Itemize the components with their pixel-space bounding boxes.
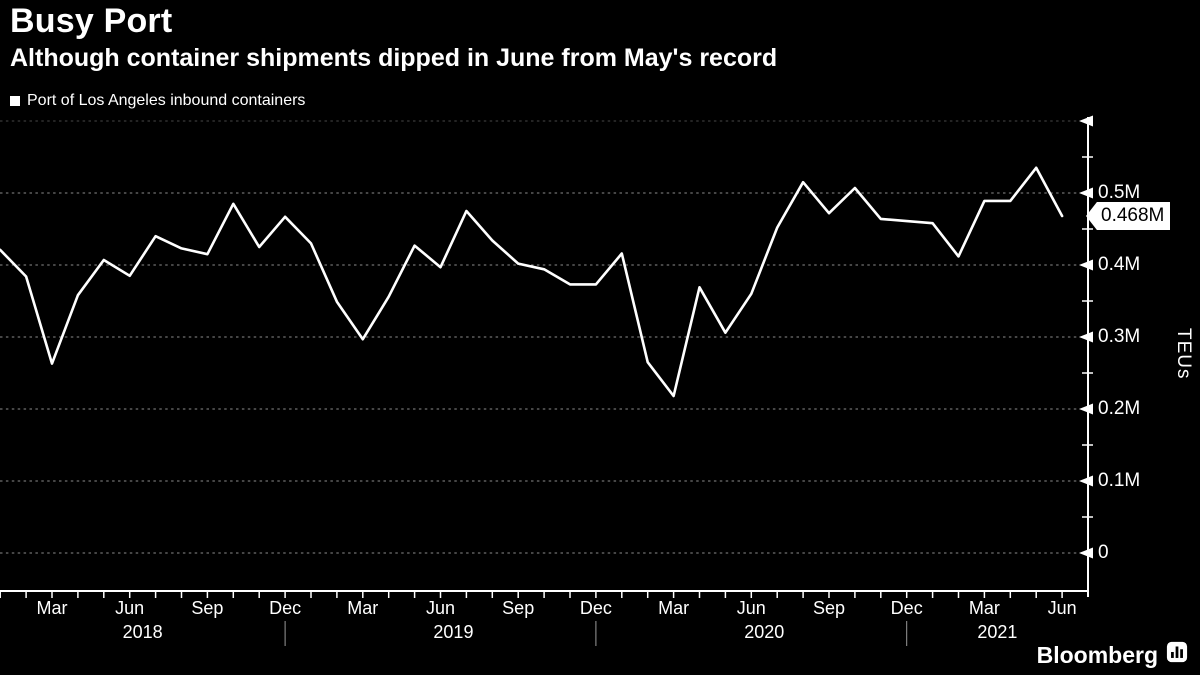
x-year-label: 2020 <box>744 622 785 642</box>
x-year-label: 2019 <box>433 622 474 642</box>
chart-subtitle: Although container shipments dipped in J… <box>10 44 778 72</box>
y-tick-arrow-icon <box>1079 115 1093 127</box>
y-tick-label: 0.3M <box>1098 326 1141 347</box>
data-line <box>0 166 1064 398</box>
legend-swatch-icon <box>10 96 20 106</box>
y-tick-arrow-icon <box>1079 547 1093 559</box>
y-axis-title: TEUs <box>1173 328 1194 380</box>
y-tick-arrow-icon <box>1079 403 1093 415</box>
x-tick-label: Sep <box>812 598 846 618</box>
x-tick-label: Jun <box>1047 598 1077 618</box>
x-tick-label: Dec <box>269 598 302 618</box>
x-tick-label: Jun <box>115 598 145 618</box>
legend-label: Port of Los Angeles inbound containers <box>27 92 306 109</box>
y-tick-label: 0.4M <box>1098 254 1141 275</box>
chart-title: Busy Port <box>10 2 173 40</box>
x-tick-label: Mar <box>36 598 68 618</box>
x-tick-label: Mar <box>658 598 690 618</box>
x-tick-label: Sep <box>502 598 535 618</box>
y-tick-arrow-icon <box>1079 475 1093 487</box>
y-tick-label: 0.5M <box>1098 182 1141 203</box>
x-tick-label: Sep <box>191 598 224 618</box>
bloomberg-wordmark: Bloomberg <box>1036 641 1158 668</box>
y-tick-arrow-icon <box>1079 259 1093 271</box>
x-tick-label: Mar <box>968 598 1000 618</box>
x-tick-label: Jun <box>425 598 456 618</box>
x-tick-label: Dec <box>579 598 612 618</box>
last-value-callout: 0.468M <box>1086 202 1170 231</box>
legend: Port of Los Angeles inbound containers <box>10 92 305 110</box>
bloomberg-chart-icon <box>1166 641 1188 669</box>
x-tick-label: Dec <box>890 598 923 618</box>
y-tick-arrow-icon <box>1079 187 1093 199</box>
y-tick-label: 0.1M <box>1098 470 1141 491</box>
x-tick-label: Mar <box>347 598 379 618</box>
x-year-label: 2021 <box>977 622 1018 642</box>
y-tick-label: 0 <box>1098 542 1109 563</box>
y-tick-label: 0.2M <box>1098 398 1141 419</box>
x-tick-label: Jun <box>736 598 766 618</box>
y-tick-arrow-icon <box>1079 331 1093 343</box>
x-year-label: 2018 <box>122 622 163 642</box>
bloomberg-branding: Bloomberg <box>1037 641 1188 669</box>
